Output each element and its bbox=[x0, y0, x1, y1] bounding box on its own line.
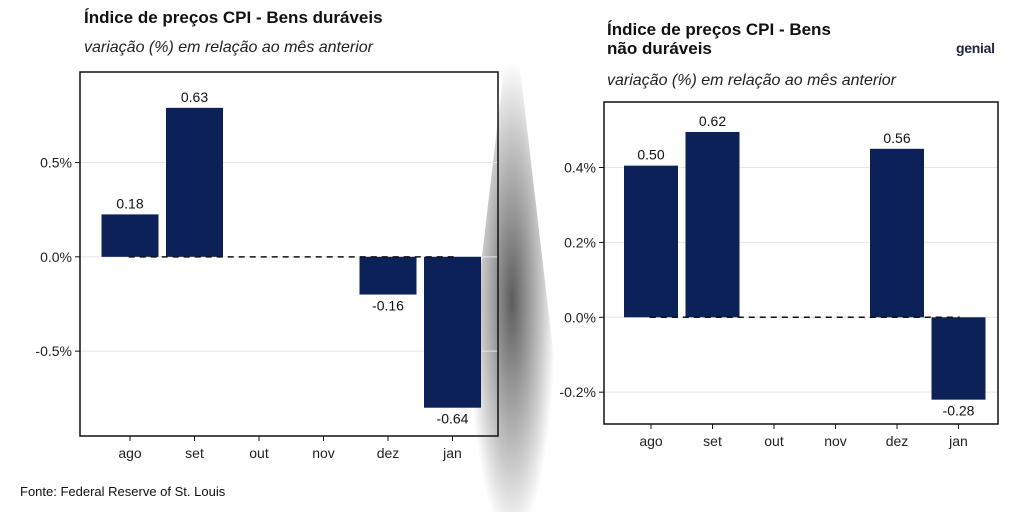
right-ytick-label: 0.2% bbox=[564, 234, 596, 250]
left-ytick-label: 0.5% bbox=[40, 155, 72, 171]
right-xtick-label: nov bbox=[824, 433, 847, 449]
right-bar bbox=[624, 165, 678, 318]
right-bar bbox=[931, 317, 986, 400]
left-bar bbox=[359, 256, 417, 295]
left-chart-title: Índice de preços CPI - Bens duráveis bbox=[84, 8, 383, 27]
right-chart-subtitle: variação (%) em relação ao mês anterior bbox=[607, 72, 897, 89]
left-bar bbox=[101, 214, 159, 257]
right-ytick-label: -0.2% bbox=[559, 384, 596, 400]
right-data-label: 0.50 bbox=[637, 147, 664, 163]
right-chart-title: Índice de preços CPI - Bens não duráveis bbox=[607, 20, 831, 58]
right-xtick-label: jan bbox=[948, 433, 968, 449]
left-data-label: -0.16 bbox=[372, 298, 404, 314]
left-xtick-label: nov bbox=[312, 445, 335, 461]
right-data-label: 0.56 bbox=[883, 130, 910, 146]
right-bar bbox=[685, 131, 740, 318]
left-data-label: 0.18 bbox=[116, 195, 143, 211]
right-xtick-label: out bbox=[764, 433, 784, 449]
left-plot-frame bbox=[79, 71, 499, 437]
right-bar bbox=[870, 148, 924, 318]
right-xtick-label: set bbox=[703, 433, 722, 449]
right-plot-frame bbox=[603, 101, 999, 425]
left-bar bbox=[424, 256, 481, 408]
left-data-label: -0.64 bbox=[437, 411, 469, 427]
left-xtick-label: ago bbox=[118, 445, 142, 461]
left-ytick-label: 0.0% bbox=[40, 249, 72, 265]
right-ytick-label: 0.0% bbox=[564, 309, 596, 325]
left-chart-subtitle: variação (%) em relação ao mês anterior bbox=[84, 39, 374, 56]
right-ytick-label: 0.4% bbox=[564, 160, 596, 176]
left-data-label: 0.63 bbox=[181, 89, 208, 105]
left-ytick-label: -0.5% bbox=[35, 343, 72, 359]
right-xtick-label: dez bbox=[886, 433, 909, 449]
left-xtick-label: set bbox=[185, 445, 204, 461]
right-data-label: 0.62 bbox=[699, 113, 726, 129]
left-xtick-label: out bbox=[249, 445, 269, 461]
left-xtick-label: dez bbox=[377, 445, 400, 461]
source-note: Fonte: Federal Reserve of St. Louis bbox=[20, 484, 226, 499]
left-xtick-label: jan bbox=[442, 445, 462, 461]
right-data-label: -0.28 bbox=[943, 403, 975, 419]
left-bar bbox=[166, 107, 223, 257]
right-xtick-label: ago bbox=[639, 433, 663, 449]
brand-logo: genial bbox=[956, 40, 995, 56]
